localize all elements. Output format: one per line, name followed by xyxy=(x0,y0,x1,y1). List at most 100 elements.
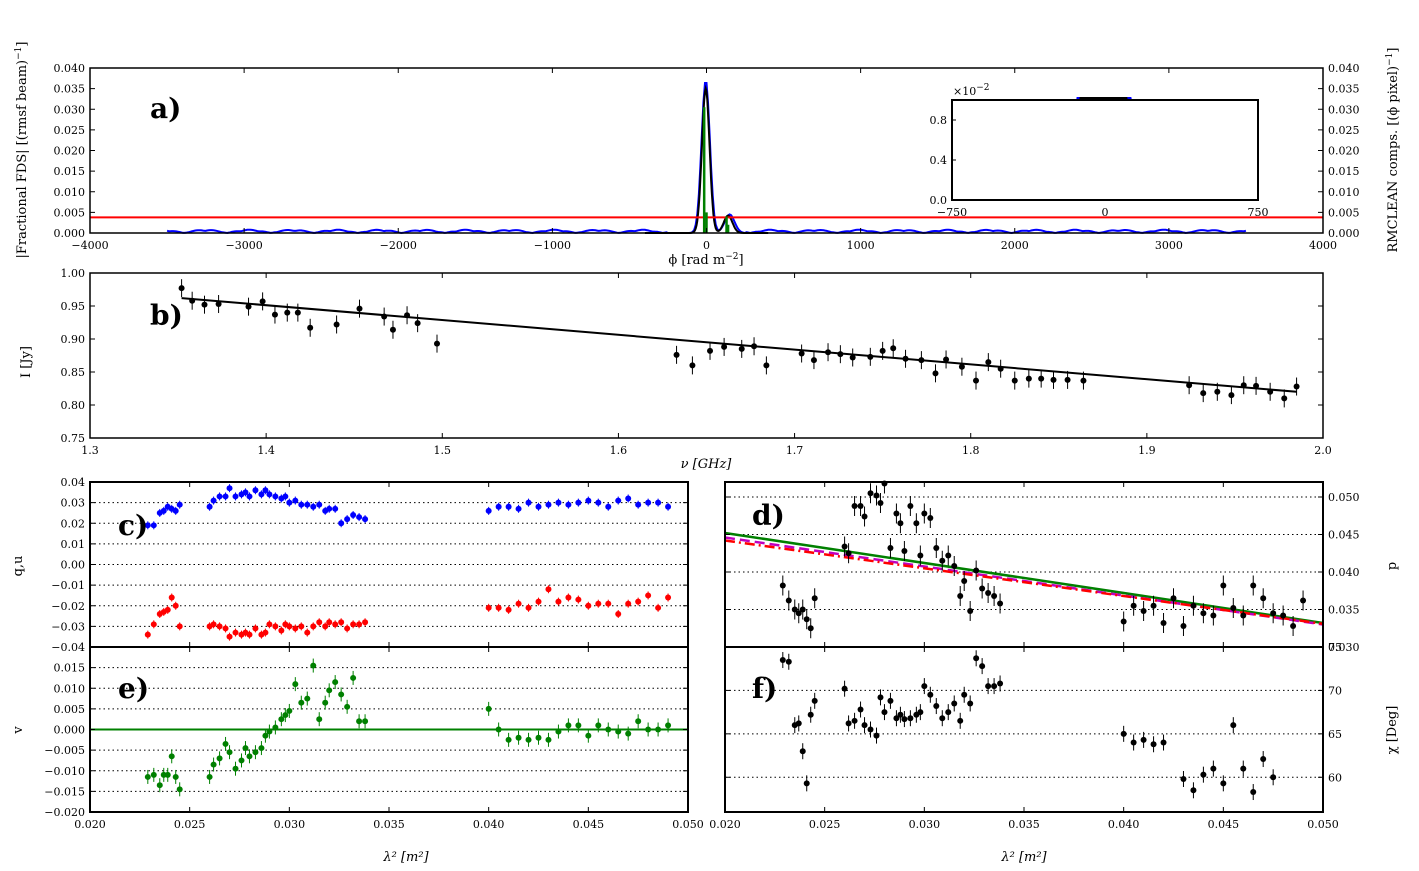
e-point xyxy=(272,724,279,731)
f-point xyxy=(927,691,934,698)
c-blue-point xyxy=(206,503,213,510)
a-y-tick-label: 0.040 xyxy=(54,62,86,75)
e-point xyxy=(150,771,157,778)
c-red-point xyxy=(210,621,217,628)
c-red-point xyxy=(635,598,642,605)
a-y-tick-label: 0.010 xyxy=(1328,186,1360,199)
d-point xyxy=(795,610,802,617)
e-x-tick-label: 0.045 xyxy=(573,818,605,831)
c-blue-point xyxy=(176,501,183,508)
b-point xyxy=(189,297,196,304)
c-y-tick-label: −0.04 xyxy=(51,641,85,654)
c-red-point xyxy=(216,623,223,630)
e-point xyxy=(595,722,602,729)
c-blue-point xyxy=(232,493,239,500)
e-point xyxy=(298,699,305,706)
f-x-tick-label: 0.045 xyxy=(1208,818,1240,831)
e-point xyxy=(168,753,175,760)
f-point xyxy=(785,658,792,665)
d-point xyxy=(1180,623,1187,629)
d-point xyxy=(1220,582,1227,589)
d-point xyxy=(957,593,964,599)
d-point xyxy=(1290,623,1297,629)
d-y-tick-label: 0.040 xyxy=(1328,566,1360,579)
c-y-tick-label: −0.02 xyxy=(51,600,85,613)
d-point xyxy=(851,503,858,509)
e-point xyxy=(304,695,311,702)
f-point xyxy=(1160,739,1167,746)
c-red-point xyxy=(326,619,333,626)
b-point xyxy=(178,285,185,292)
f-point xyxy=(921,683,928,690)
a-x-tick-label: −3000 xyxy=(226,239,263,252)
b-point xyxy=(1267,388,1274,395)
b-point xyxy=(763,362,770,369)
e-ylabel: v xyxy=(11,726,26,735)
e-point xyxy=(278,716,285,723)
e-point xyxy=(344,703,351,710)
c-red-point xyxy=(545,586,552,593)
c-red-point xyxy=(625,600,632,607)
c-red-point xyxy=(226,633,233,640)
e-point xyxy=(282,712,289,719)
c-red-point xyxy=(316,619,323,626)
b-point xyxy=(985,359,992,366)
a-x-tick-label: −1000 xyxy=(534,239,571,252)
d-point xyxy=(927,515,934,521)
d-point xyxy=(845,550,852,557)
d-point xyxy=(1140,608,1147,614)
c-blue-point xyxy=(344,516,351,523)
a-y-tick-label: 0.000 xyxy=(54,227,86,240)
b-point xyxy=(689,362,696,369)
d-point xyxy=(1190,602,1197,609)
c-red-point xyxy=(645,592,652,599)
d-point xyxy=(961,578,968,584)
d-point xyxy=(861,513,868,520)
b-x-tick-label: 1.6 xyxy=(610,444,628,457)
f-point xyxy=(857,706,864,713)
c-blue-point xyxy=(485,507,492,514)
d-point xyxy=(1130,602,1137,609)
e-point xyxy=(338,691,345,698)
e-point xyxy=(172,773,179,780)
f-point xyxy=(1200,771,1207,778)
d-point xyxy=(1120,618,1127,625)
c-blue-point xyxy=(515,505,522,512)
f-x-tick-label: 0.030 xyxy=(909,818,941,831)
b-point xyxy=(1214,388,1221,395)
c-red-point xyxy=(585,602,592,609)
d-point xyxy=(901,548,908,554)
e-y-tick-label: −0.010 xyxy=(44,765,85,778)
c-y-tick-label: 0.03 xyxy=(61,497,86,510)
a-y-tick-label: 0.000 xyxy=(1328,227,1360,240)
e-point xyxy=(242,745,249,752)
f-point xyxy=(991,683,998,690)
f-point xyxy=(779,657,786,664)
f-point xyxy=(1230,722,1237,729)
f-ylabel: χ [Deg] xyxy=(1385,706,1400,755)
e-point xyxy=(144,773,151,780)
e-point xyxy=(545,736,552,743)
d-point xyxy=(1300,597,1307,604)
c-y-tick-label: 0.01 xyxy=(61,538,86,551)
b-xlabel: ν [GHz] xyxy=(681,457,733,472)
c-red-point xyxy=(575,596,582,603)
b-fit-line xyxy=(181,297,1297,393)
b-point xyxy=(1011,377,1018,384)
d-point xyxy=(985,590,992,596)
inset-frame xyxy=(951,99,1259,201)
c-red-point xyxy=(176,623,183,630)
b-point xyxy=(751,343,758,350)
clean-fds-curve xyxy=(644,84,769,234)
c-blue-point xyxy=(272,493,279,500)
a-y-tick-label: 0.020 xyxy=(54,145,86,158)
e-point xyxy=(232,765,239,772)
c-red-point xyxy=(525,604,532,611)
b-point xyxy=(867,353,874,360)
d-point xyxy=(917,552,924,559)
b-x-tick-label: 2.0 xyxy=(1314,444,1332,457)
c-blue-point xyxy=(216,493,223,500)
inset-x-tick-label: 750 xyxy=(1248,206,1269,219)
c-blue-point xyxy=(144,522,151,529)
c-blue-point xyxy=(595,499,602,506)
